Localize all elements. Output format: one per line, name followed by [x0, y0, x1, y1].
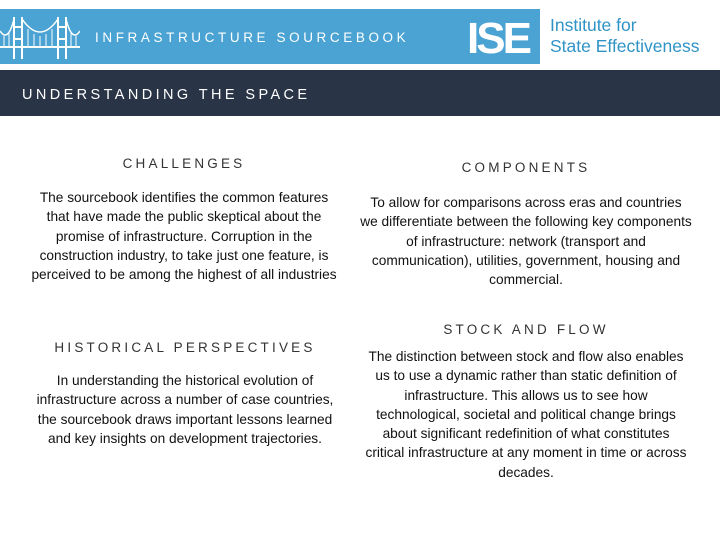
historical-panel: HISTORICAL PERSPECTIVES In understanding…: [32, 340, 338, 448]
section-bar: [0, 70, 720, 116]
stock-flow-panel: STOCK AND FLOW The distinction between s…: [364, 322, 688, 482]
stock-flow-heading: STOCK AND FLOW: [443, 322, 609, 337]
institute-name-line2: State Effectiveness: [550, 36, 700, 56]
stock-flow-text: The distinction between stock and flow a…: [365, 349, 687, 480]
challenges-heading: CHALLENGES: [122, 156, 246, 171]
components-panel: COMPONENTS To allow for comparisons acro…: [360, 160, 692, 289]
svg-text:ISE: ISE: [467, 14, 531, 59]
bridge-icon: [0, 17, 80, 59]
historical-text: In understanding the historical evolutio…: [36, 373, 334, 446]
challenges-text: The sourcebook identifies the common fea…: [31, 190, 337, 283]
sourcebook-title: INFRASTRUCTURE SOURCEBOOK: [95, 30, 410, 45]
sourcebook-banner: [0, 9, 452, 64]
section-title: UNDERSTANDING THE SPACE: [22, 87, 311, 103]
institute-name: Institute for State Effectiveness: [550, 15, 700, 57]
components-text: To allow for comparisons across eras and…: [360, 195, 692, 288]
historical-heading: HISTORICAL PERSPECTIVES: [54, 340, 316, 355]
components-heading: COMPONENTS: [461, 160, 591, 175]
challenges-panel: CHALLENGES The sourcebook identifies the…: [30, 156, 338, 284]
institute-name-line1: Institute for: [550, 15, 637, 35]
ise-logo: ISE: [452, 9, 540, 64]
ise-logo-letters: ISE: [467, 14, 534, 59]
